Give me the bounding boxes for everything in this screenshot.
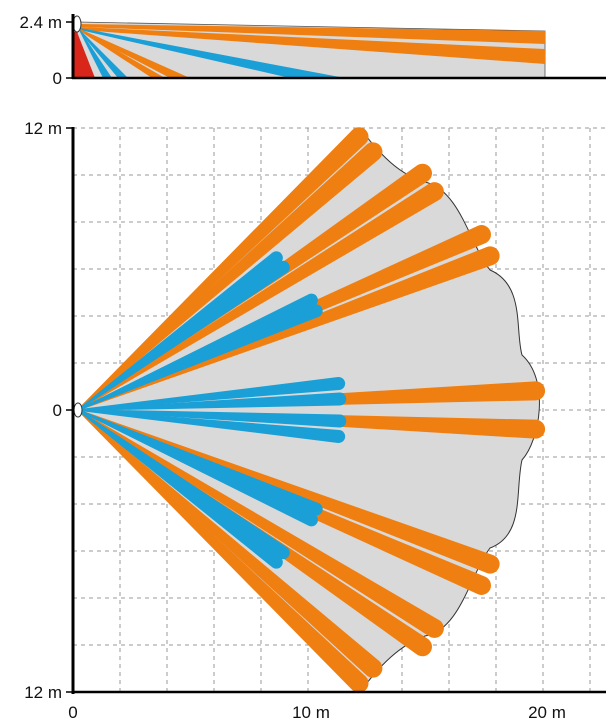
short-range-beam-1 [77,260,290,411]
top-view-sensor-icon [73,402,83,418]
short-range-beam-9 [77,409,318,527]
short-range-beam-10 [77,409,290,560]
side-view-beam-orange-3 [80,29,190,78]
long-range-beam-13 [77,409,369,693]
side-view-beam-long-lower [80,27,545,64]
short-range-beam-11 [77,409,283,569]
top-view: 12 m 0 12 m 0 10 m 20 m [24,119,606,722]
side-view-beam-orange-4 [80,29,165,78]
top-view-x-tick-label-20: 20 m [528,703,566,722]
side-view-beam-blue-2 [80,30,128,78]
short-range-beam-3 [77,304,323,411]
side-view-beam-long-upper [80,24,545,44]
short-range-beam-8 [77,409,323,516]
side-view-beam-group [80,24,545,78]
long-range-beam-0 [77,127,369,411]
short-range-beam-7 [77,409,346,443]
long-range-beam-12 [77,409,383,678]
top-view-y-tick-label-mid: 0 [53,401,62,420]
long-range-beam-10 [77,409,444,638]
short-range-beam-0 [77,251,283,411]
top-view-x-tick-label-0: 0 [68,703,77,722]
side-view-y-tick-label-top: 2.4 m [19,13,62,32]
top-view-y-tick-label-bottom: 12 m [24,683,62,702]
short-range-beam-4 [77,377,346,411]
short-range-beam-6 [77,409,347,428]
long-range-beam-1 [77,142,383,411]
top-view-x-tick-label-10: 10 m [292,703,330,722]
short-range-beam-2 [77,293,318,411]
short-range-beam-5 [77,392,347,411]
long-range-beam-3 [77,182,444,411]
side-view-y-tick-label-bottom: 0 [53,69,62,88]
side-view-beam-blue-3 [80,30,112,78]
side-view-beam-mid [80,28,345,78]
side-view-creep-zone [74,32,95,78]
side-view: 2.4 m 0 [19,13,606,88]
top-view-beam-group [77,127,546,693]
top-view-y-tick-label-top: 12 m [24,119,62,138]
